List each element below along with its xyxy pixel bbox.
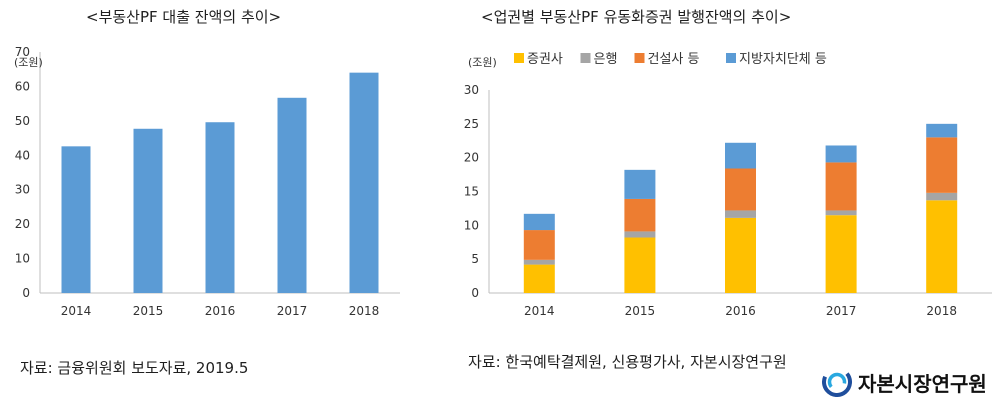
chart2-y-tick-label: 10 [464,218,479,232]
chart1-y-tick-label: 20 [15,217,30,231]
chart1-y-tick-label: 10 [15,252,30,266]
chart2-legend-label: 증권사 [527,52,563,67]
chart2-bar-segment [725,168,756,211]
chart1-y-unit-label: (조원) [14,56,43,69]
chart1-bar [349,72,379,294]
chart1-x-tick-label: 2017 [277,304,308,318]
chart1-svg: 0 10 20 30 40 50 60 70(조원) 2014 2015 2016 2017 2018 [14,45,400,318]
chart1-y-tick-label: 40 [15,148,30,162]
chart2-bar-segment [523,259,555,265]
chart2-bar-segment [926,200,958,293]
chart2-x-tick-label: 2017 [826,304,857,318]
chart2-bar-segment [725,217,756,293]
chart1-y-tick-label: 70 [15,45,30,59]
kcmi-swirl-icon [822,367,852,397]
chart1-x-tick-label: 2018 [349,304,380,318]
chart2-bar-segment [624,237,656,293]
chart1-y-tick-label: 0 [22,286,30,300]
chart2-y-tick-label: 20 [464,151,479,165]
chart2-y-tick-label: 25 [464,117,479,131]
chart2-bar-segment [825,145,857,163]
chart1-bar [277,97,307,293]
chart2-bar-segment [725,142,756,169]
chart1-y-tick-label: 30 [15,183,30,197]
chart2-legend-swatch [726,53,736,63]
chart2-legend-label: 건설사 등 [648,52,700,67]
chart2-bar-segment [926,137,958,193]
chart2-title: <업권별 부동산PF 유동화증권 발행잔액의 추이> [481,8,792,26]
chart2-svg: 0 5 10 15 20 25 30 (조원) 증권사 은행 건설사 등 지방자치단체 등 2014 20… [464,51,992,318]
chart2-x-tick-label: 2014 [524,304,555,318]
chart1-bar [205,122,235,293]
chart2-bar-segment [624,169,656,199]
logo-text: 자본시장연구원 [858,371,987,396]
chart1-y-tick-label: 50 [15,114,30,128]
chart2-y-tick-label: 15 [464,185,479,199]
chart2-legend-swatch [580,53,591,63]
kcmi-logo: 자본시장연구원 [822,366,987,398]
chart2-x-tick-label: 2018 [926,304,957,318]
chart1-x-tick-label: 2014 [61,304,92,318]
chart1-title: <부동산PF 대출 잔액의 추이> [86,8,282,26]
chart1-source: 자료: 금융위원회 보도자료, 2019.5 [20,359,249,377]
chart1-bar [133,128,163,293]
chart2-bar-segment [825,162,857,211]
chart2-legend-label: 지방자치단체 등 [739,52,827,67]
chart2-x-tick-label: 2015 [625,304,656,318]
chart1-bar [61,146,91,293]
chart2-y-tick-label: 0 [471,286,479,300]
chart2-bar-segment [523,264,555,293]
chart2-bar-segment [624,231,656,238]
chart2-bar-segment [624,198,656,232]
chart2-y-unit-label: (조원) [468,56,497,69]
chart2-bar-segment [926,192,958,201]
chart2-x-tick-label: 2016 [725,304,756,318]
chart2-legend-label: 은행 [594,51,618,67]
chart2-legend-swatch [514,53,524,63]
chart2-bar-segment [523,230,555,260]
chart2-bar-segment [825,210,857,216]
chart2-y-tick-label: 30 [464,83,479,97]
chart2-source: 자료: 한국예탁결제원, 신용평가사, 자본시장연구원 [468,353,787,371]
chart2-bar-segment [926,123,958,138]
chart2-y-tick-label: 5 [471,252,479,266]
chart2-legend-swatch [634,53,645,63]
chart1-y-tick-label: 60 [15,79,30,93]
chart2-bar-segment [725,210,756,218]
chart1-x-tick-label: 2015 [133,304,164,318]
chart2-bar-segment [523,213,555,231]
chart1-x-tick-label: 2016 [205,304,236,318]
chart2-bar-segment [825,215,857,293]
